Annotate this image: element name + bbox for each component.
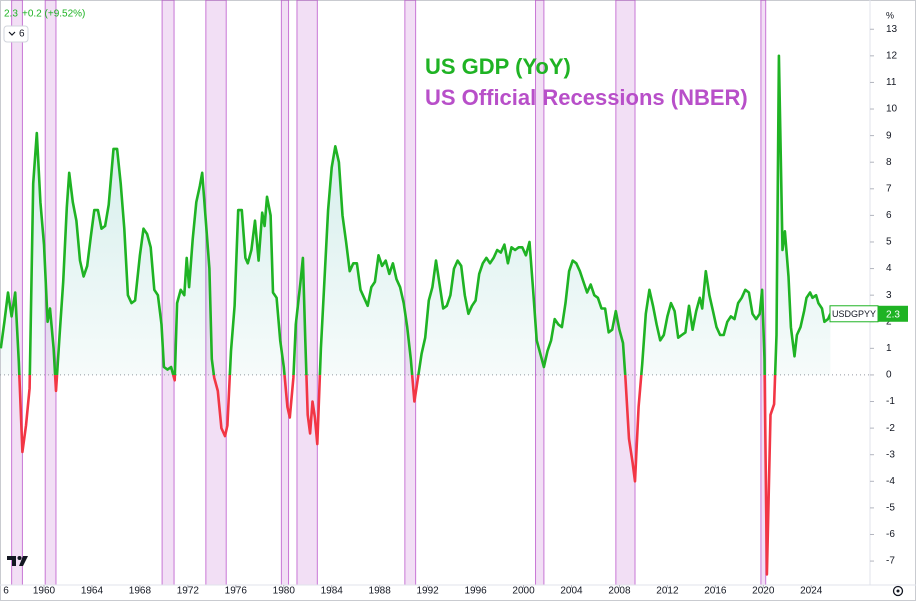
- header-last: 2.3: [4, 9, 18, 20]
- y-tick-label: -6: [886, 529, 895, 540]
- y-tick-label: 1: [886, 343, 892, 354]
- y-tick-label: -3: [886, 449, 895, 460]
- recession-band: [404, 0, 417, 586]
- tv-logo: [7, 556, 28, 566]
- x-tick-label: 2004: [560, 586, 583, 597]
- x-tick-label: 2016: [704, 586, 727, 597]
- legend-entry: US GDP (YoY): [425, 54, 571, 79]
- x-tick-label: 2000: [512, 586, 535, 597]
- x-tick-label: 1968: [129, 586, 152, 597]
- gdp-line: [0, 54, 832, 576]
- y-tick-label: 0: [886, 370, 892, 381]
- price-tag-value-box: [878, 305, 908, 322]
- x-tick-label: 2020: [752, 586, 775, 597]
- chevron-icon: [8, 31, 16, 36]
- x-tick-label: 1984: [321, 586, 344, 597]
- y-tick-label: 11: [886, 77, 897, 88]
- y-tick-label: 3: [886, 290, 892, 301]
- x-tick-label: 1992: [417, 586, 440, 597]
- y-tick-label: 5: [886, 237, 892, 248]
- x-tick-label: 6: [3, 586, 9, 597]
- x-tick-label: 1964: [81, 586, 104, 597]
- x-tick-label: 2024: [800, 586, 823, 597]
- plot: [0, 0, 870, 586]
- x-tick-label: 1980: [273, 586, 296, 597]
- settings-icon[interactable]: [892, 585, 904, 597]
- y-tick-label: 4: [886, 263, 892, 274]
- y-tick-label: 8: [886, 157, 892, 168]
- y-tick-label: -2: [886, 423, 895, 434]
- y-tick-label: 6: [886, 210, 892, 221]
- x-tick-label: 2008: [608, 586, 631, 597]
- y-tick-label: 13: [886, 24, 898, 35]
- x-tick-label: 1976: [225, 586, 248, 597]
- x-tick-label: 2012: [656, 586, 679, 597]
- x-tick-label: 1960: [33, 586, 56, 597]
- y-tick-label: -1: [886, 396, 895, 407]
- y-tick-label: 12: [886, 50, 898, 61]
- y-tick-label: 2: [886, 316, 892, 327]
- y-tick-label: 10: [886, 104, 898, 115]
- x-tick-label: 1996: [464, 586, 487, 597]
- header-change: +0.2 (+9.52%): [22, 9, 85, 20]
- y-tick-label: 7: [886, 183, 892, 194]
- price-tag-value: 2.3: [886, 309, 900, 320]
- price-tag-symbol: USDGPYY: [832, 309, 876, 319]
- legend-entry: US Official Recessions (NBER): [425, 85, 748, 110]
- y-tick-label: -7: [886, 556, 895, 567]
- y-tick-label: -5: [886, 503, 895, 514]
- y-tick-label: -4: [886, 476, 895, 487]
- recession-band: [280, 0, 290, 586]
- x-tick-label: 1988: [369, 586, 392, 597]
- interval-dropdown[interactable]: [3, 25, 29, 43]
- recession-band: [161, 0, 175, 586]
- x-tick-label: 1972: [177, 586, 200, 597]
- y-tick-label: 9: [886, 130, 892, 141]
- recession-band: [11, 0, 23, 586]
- y-axis-label: %: [886, 10, 894, 20]
- interval-label: 6: [19, 29, 25, 40]
